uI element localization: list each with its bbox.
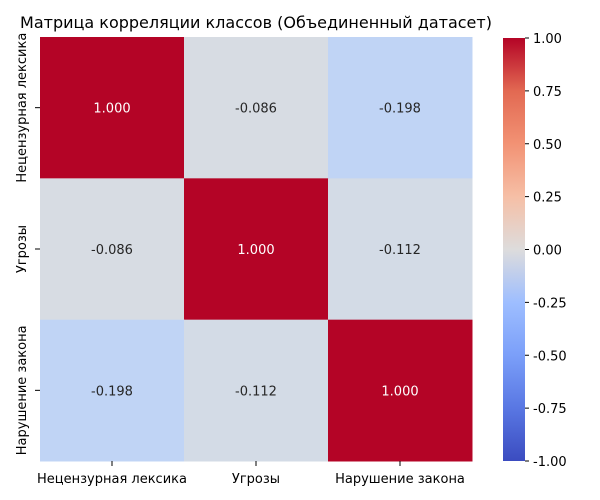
colorbar-ticks: -1.00 -0.75 -0.50 -0.25 0.00 0.25 0.50 0.75 1.00: [525, 32, 567, 470]
y-tick-label: Угрозы: [15, 225, 30, 273]
x-tick-label: Нецензурная лексика: [37, 472, 187, 487]
cell-value-label: -0.086: [91, 243, 133, 258]
cell-value-label: -0.198: [91, 384, 133, 399]
heatmap-cells: 1.000 -0.086 -0.198 -0.086 1.000 -0.112 -0.198…: [40, 37, 473, 462]
colorbar-tick-label: 0.25: [533, 191, 562, 206]
chart-title: Матрица корреляции классов (Объединенный…: [20, 13, 492, 32]
colorbar-gradient: [503, 38, 525, 461]
cell-value-label: -0.112: [379, 243, 421, 258]
x-tick-label: Нарушение закона: [335, 472, 465, 487]
y-axis: Нецензурная лексика Угрозы Нарушение закон…: [15, 33, 40, 455]
heatmap-cell: [40, 178, 185, 321]
colorbar-tick-label: 0.00: [533, 244, 562, 259]
y-tick-label: Нецензурная лексика: [15, 33, 30, 183]
heatmap-cell: [40, 319, 185, 462]
cell-value-label: 1.000: [93, 102, 130, 117]
heatmap-cell: [184, 37, 329, 179]
colorbar: -1.00 -0.75 -0.50 -0.25 0.00 0.25 0.50 0.75 1.00: [503, 32, 567, 470]
heatmap-cell: [328, 178, 473, 321]
cell-value-label: 1.000: [237, 243, 274, 258]
cell-value-label: 1.000: [381, 384, 418, 399]
heatmap-cell: [184, 319, 329, 462]
colorbar-tick-label: -1.00: [533, 455, 567, 470]
heatmap-cell: [328, 37, 473, 179]
colorbar-tick-label: -0.75: [533, 402, 567, 417]
colorbar-tick-label: -0.50: [533, 349, 567, 364]
heatmap-cell: [184, 178, 329, 321]
cell-value-label: -0.112: [235, 384, 277, 399]
x-tick-label: Угрозы: [232, 472, 280, 487]
colorbar-tick-label: 0.75: [533, 85, 562, 100]
cell-value-label: -0.198: [379, 102, 421, 117]
colorbar-tick-label: 0.50: [533, 138, 562, 153]
heatmap-cell: [328, 319, 473, 462]
x-axis: Нецензурная лексика Угрозы Нарушение закон…: [37, 461, 465, 487]
colorbar-tick-label: 1.00: [533, 32, 562, 47]
heatmap-cell: [40, 37, 185, 179]
y-tick-label: Нарушение закона: [15, 325, 30, 455]
cell-value-label: -0.086: [235, 102, 277, 117]
colorbar-tick-label: -0.25: [533, 296, 567, 311]
